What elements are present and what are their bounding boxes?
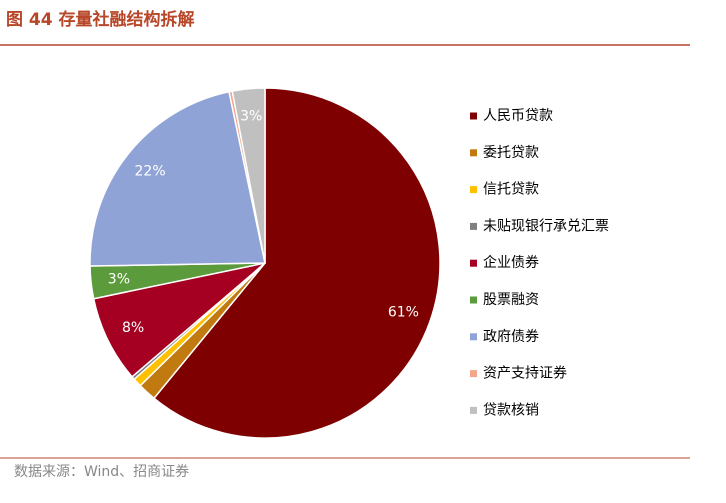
legend-label: 未贴现银行承兑汇票 — [483, 218, 609, 234]
legend-swatch — [470, 296, 477, 304]
legend-swatch — [470, 259, 477, 267]
pie-slice — [89, 90, 266, 267]
legend-label: 资产支持证券 — [483, 366, 567, 382]
pie-slice — [152, 87, 441, 439]
legend-swatch — [470, 112, 477, 120]
data-label: 22% — [135, 163, 166, 179]
legend-label: 委托贷款 — [483, 145, 539, 161]
source-note: 数据来源：Wind、招商证券 — [14, 464, 189, 480]
pie-slice — [231, 87, 266, 264]
legend-swatch — [470, 222, 477, 230]
legend-swatch — [470, 406, 477, 414]
data-label: 8% — [122, 320, 144, 336]
data-label: 61% — [388, 305, 419, 321]
legend-label: 政府债券 — [483, 329, 539, 345]
legend-label: 信托贷款 — [483, 182, 539, 198]
legend-label: 贷款核销 — [483, 402, 539, 418]
data-label: 3% — [240, 109, 262, 125]
legend-label: 股票融资 — [483, 292, 539, 308]
legend-swatch — [470, 333, 477, 341]
data-label: 3% — [108, 271, 130, 287]
legend-swatch — [470, 149, 477, 157]
legend-swatch — [470, 370, 477, 378]
legend-label: 企业债券 — [483, 254, 539, 271]
legend-swatch — [470, 186, 477, 194]
legend-label: 人民币贷款 — [483, 108, 553, 124]
chart-title: 图 44 存量社融结构拆解 — [6, 9, 195, 30]
